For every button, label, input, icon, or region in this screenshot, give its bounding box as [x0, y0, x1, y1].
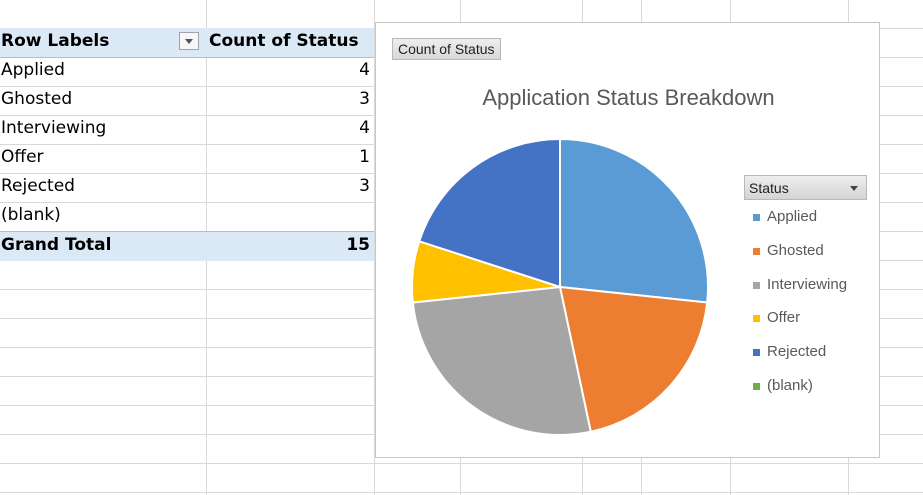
legend-label: Ghosted — [767, 241, 824, 259]
count-of-status-field-button[interactable]: Count of Status — [392, 38, 501, 60]
status-field-button[interactable]: Status — [744, 175, 867, 200]
pivot-row: Applied 4 — [0, 57, 374, 86]
legend-swatch — [753, 214, 760, 221]
pivot-row: Offer 1 — [0, 144, 374, 173]
pie-slice-applied[interactable] — [559, 137, 709, 304]
status-field-label: Status — [749, 180, 789, 196]
legend-swatch — [753, 281, 760, 289]
row-labels-header[interactable]: Row Labels — [1, 31, 110, 51]
legend-label: Rejected — [767, 343, 827, 361]
pivot-row-value[interactable]: 4 — [359, 118, 370, 138]
legend-swatch — [753, 349, 760, 357]
pie-slice-ghosted[interactable] — [558, 285, 709, 433]
chevron-down-icon — [850, 186, 858, 191]
legend-label: Applied — [767, 208, 818, 225]
pivot-row-label[interactable]: Offer — [1, 147, 44, 167]
pivot-row: Ghosted 3 — [0, 86, 374, 115]
pie-slice-rejected[interactable] — [417, 137, 561, 289]
legend-label: Offer — [767, 309, 801, 327]
count-of-status-header[interactable]: Count of Status — [209, 31, 359, 51]
legend-label: (blank) — [767, 377, 813, 394]
pivot-row-value[interactable]: 3 — [359, 176, 370, 196]
pie-plot-area[interactable] — [376, 23, 881, 459]
grand-total-value[interactable]: 15 — [346, 235, 370, 255]
legend-swatch — [753, 383, 760, 390]
legend-swatch — [753, 315, 760, 323]
pivot-row-value[interactable]: 4 — [359, 60, 370, 80]
grand-total-label[interactable]: Grand Total — [1, 235, 112, 255]
grand-total-row: Grand Total 15 — [0, 231, 374, 261]
pivot-row: Interviewing 4 — [0, 115, 374, 144]
pivot-row: Rejected 3 — [0, 173, 374, 202]
chart-title[interactable]: Application Status Breakdown — [482, 85, 775, 110]
pivot-row-label[interactable]: (blank) — [1, 205, 61, 225]
row-labels-filter-button[interactable] — [179, 32, 199, 50]
pivot-row-label[interactable]: Rejected — [1, 176, 75, 196]
pivot-row-label[interactable]: Interviewing — [1, 118, 107, 138]
pivot-row: (blank) — [0, 202, 374, 231]
pivot-row-label[interactable]: Ghosted — [1, 89, 73, 109]
legend-swatch — [753, 247, 760, 255]
pivot-row-value[interactable]: 1 — [359, 147, 370, 167]
pivot-chart[interactable]: Count of Status Application Status Break… — [375, 22, 880, 458]
pie-slice-interviewing[interactable] — [411, 285, 592, 436]
legend-label: Interviewing — [767, 275, 848, 293]
pivot-row-value[interactable]: 3 — [359, 89, 370, 109]
pivot-header-row: Row Labels Count of Status — [0, 28, 374, 58]
pivot-row-label[interactable]: Applied — [1, 60, 65, 80]
